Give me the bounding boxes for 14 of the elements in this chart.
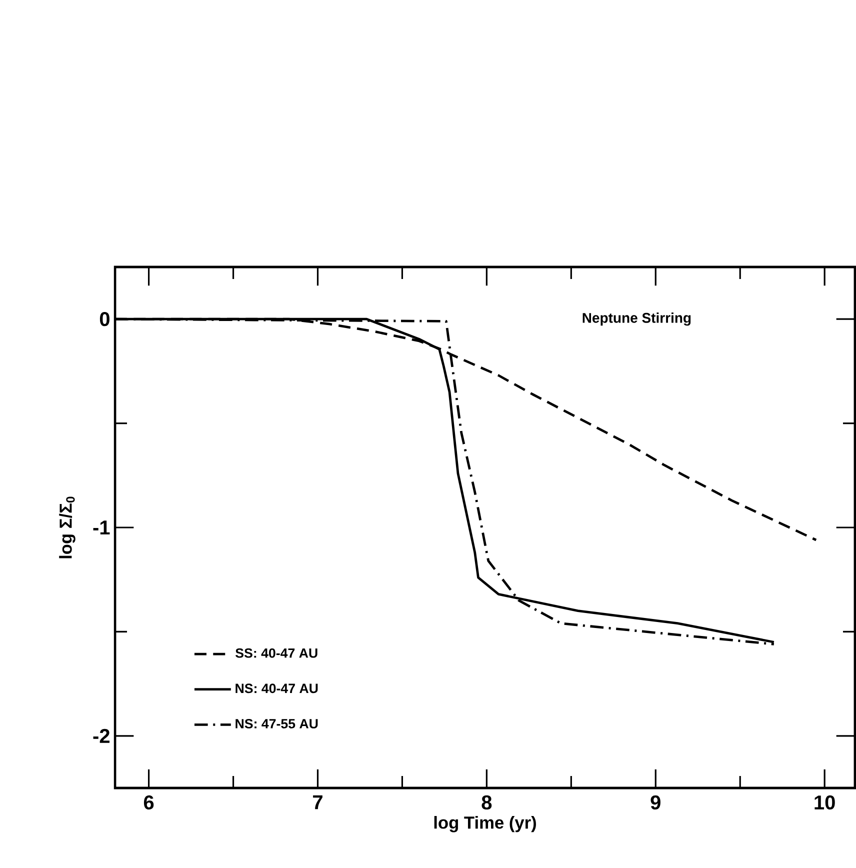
legend-label: NS: 47-55 AU bbox=[236, 718, 318, 728]
x-tick-label: 8 bbox=[482, 795, 492, 810]
legend-label: SS: 40-47 AU bbox=[236, 648, 318, 658]
y-tick-label: 0 bbox=[100, 312, 110, 326]
legend-label: NS: 40-47 AU bbox=[236, 684, 318, 694]
x-axis-title: log Time (yr) bbox=[434, 816, 536, 832]
annotation: Neptune Stirring bbox=[582, 312, 691, 326]
x-tick-label: 6 bbox=[144, 795, 154, 810]
y-axis-title: log Σ/Σ$_{0}$ bbox=[59, 496, 76, 558]
x-tick-label: 10 bbox=[814, 795, 835, 810]
x-tick-label: 7 bbox=[313, 795, 322, 810]
x-tick-label: 9 bbox=[650, 795, 660, 810]
y-tick-label: -2 bbox=[93, 728, 110, 743]
y-tick-label: -1 bbox=[93, 520, 110, 534]
